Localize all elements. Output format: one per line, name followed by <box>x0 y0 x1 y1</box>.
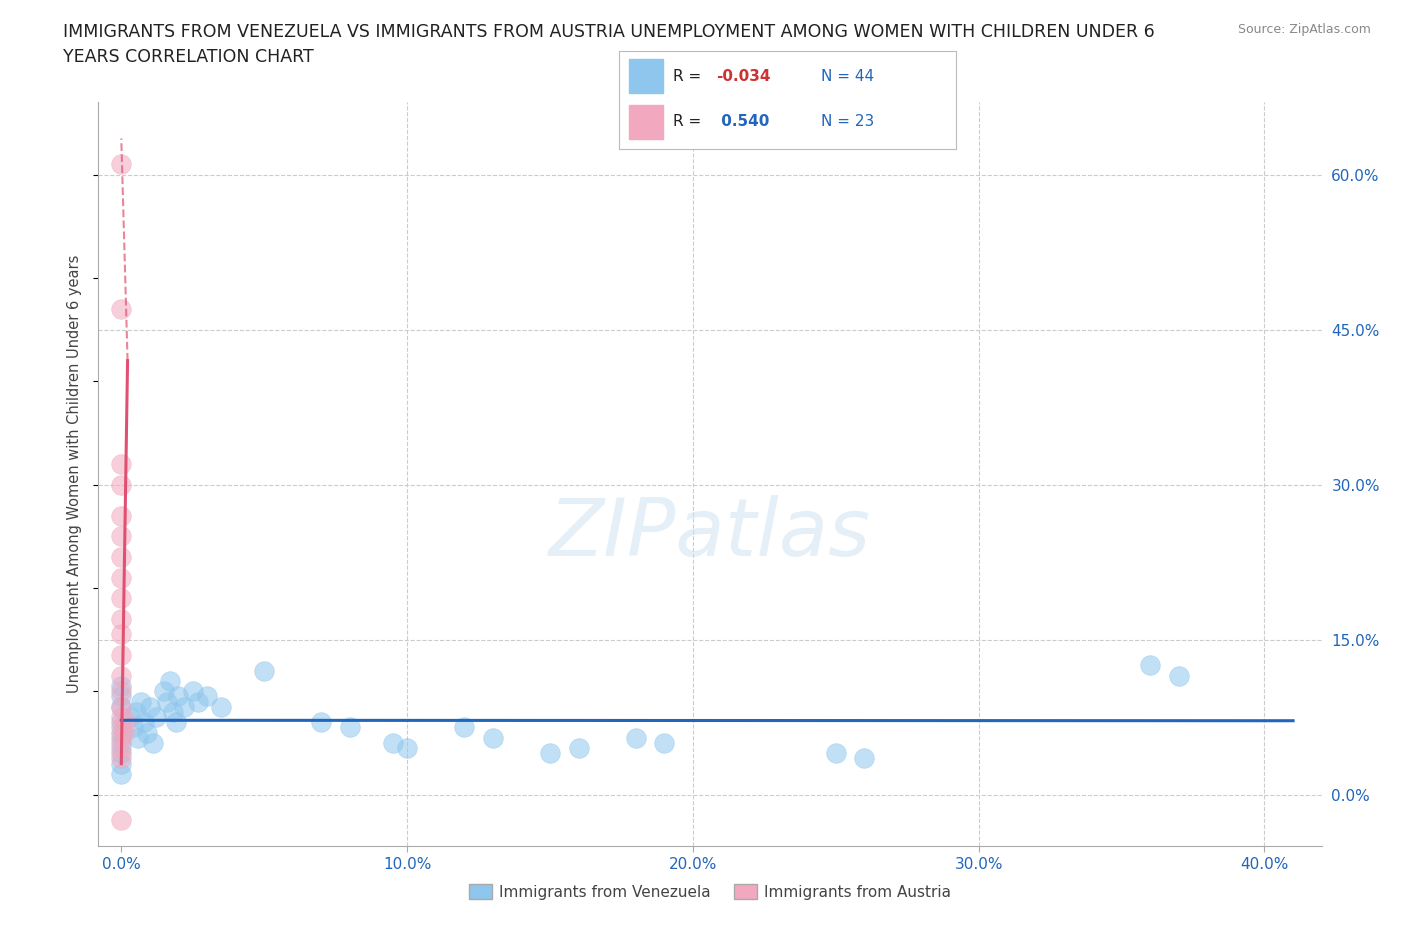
Point <box>181 684 204 698</box>
Point <box>381 736 404 751</box>
Point <box>652 736 675 751</box>
Point <box>112 725 135 740</box>
Text: Source: ZipAtlas.com: Source: ZipAtlas.com <box>1237 23 1371 36</box>
Text: ZIPatlas: ZIPatlas <box>548 495 872 573</box>
Y-axis label: Unemployment Among Women with Children Under 6 years: Unemployment Among Women with Children U… <box>67 255 83 694</box>
Point <box>110 740 132 755</box>
Point <box>159 673 181 688</box>
Point <box>195 689 218 704</box>
Point <box>110 647 132 662</box>
Point <box>127 730 149 745</box>
Point <box>110 813 132 828</box>
Point <box>124 705 146 720</box>
Point <box>110 508 132 523</box>
Point <box>110 679 132 694</box>
Point <box>824 746 846 761</box>
Point <box>253 663 276 678</box>
Text: YEARS CORRELATION CHART: YEARS CORRELATION CHART <box>63 48 314 66</box>
Point <box>209 699 232 714</box>
Point <box>110 570 132 585</box>
Point <box>110 730 132 745</box>
Text: R =: R = <box>672 114 706 129</box>
Point <box>134 715 156 730</box>
Point <box>110 477 132 492</box>
Point <box>142 736 165 751</box>
Point <box>110 756 132 771</box>
Bar <box>628 105 662 140</box>
Point <box>110 669 132 684</box>
Point <box>114 715 136 730</box>
Text: R =: R = <box>672 69 706 84</box>
Point <box>153 684 176 698</box>
Point <box>110 529 132 544</box>
Text: N = 23: N = 23 <box>821 114 875 129</box>
Point <box>110 699 132 714</box>
Point <box>187 694 209 709</box>
Point <box>167 689 190 704</box>
Point <box>482 730 505 745</box>
Text: -0.034: -0.034 <box>717 69 770 84</box>
Point <box>624 730 647 745</box>
Point <box>453 720 475 735</box>
Point <box>129 694 152 709</box>
Point <box>118 710 141 724</box>
Point <box>110 457 132 472</box>
Text: IMMIGRANTS FROM VENEZUELA VS IMMIGRANTS FROM AUSTRIA UNEMPLOYMENT AMONG WOMEN WI: IMMIGRANTS FROM VENEZUELA VS IMMIGRANTS … <box>63 23 1154 41</box>
Text: N = 44: N = 44 <box>821 69 875 84</box>
Point <box>145 710 167 724</box>
Point <box>136 725 159 740</box>
Point <box>567 740 589 755</box>
Point <box>110 612 132 627</box>
Point <box>110 746 132 761</box>
Point <box>156 694 179 709</box>
Legend: Immigrants from Venezuela, Immigrants from Austria: Immigrants from Venezuela, Immigrants fr… <box>463 877 957 906</box>
Point <box>339 720 361 735</box>
Point <box>110 591 132 605</box>
Point <box>1167 669 1189 684</box>
Point <box>110 710 132 724</box>
Point <box>311 715 333 730</box>
Point <box>110 157 132 172</box>
Point <box>139 699 162 714</box>
Point <box>396 740 419 755</box>
Point <box>110 725 132 740</box>
Point <box>110 627 132 642</box>
Point <box>110 715 132 730</box>
Point <box>538 746 561 761</box>
Point <box>110 751 132 766</box>
Point <box>162 705 184 720</box>
Point <box>853 751 876 766</box>
Point <box>121 720 143 735</box>
Point <box>173 699 195 714</box>
Point <box>110 550 132 565</box>
Point <box>1139 658 1161 673</box>
Point <box>165 715 187 730</box>
Point <box>110 766 132 781</box>
Point <box>110 301 132 316</box>
Point <box>110 684 132 698</box>
Text: 0.540: 0.540 <box>717 114 770 129</box>
Bar <box>628 59 662 93</box>
Point <box>110 699 132 714</box>
Point <box>110 736 132 751</box>
Point <box>110 689 132 704</box>
Point <box>110 720 132 735</box>
